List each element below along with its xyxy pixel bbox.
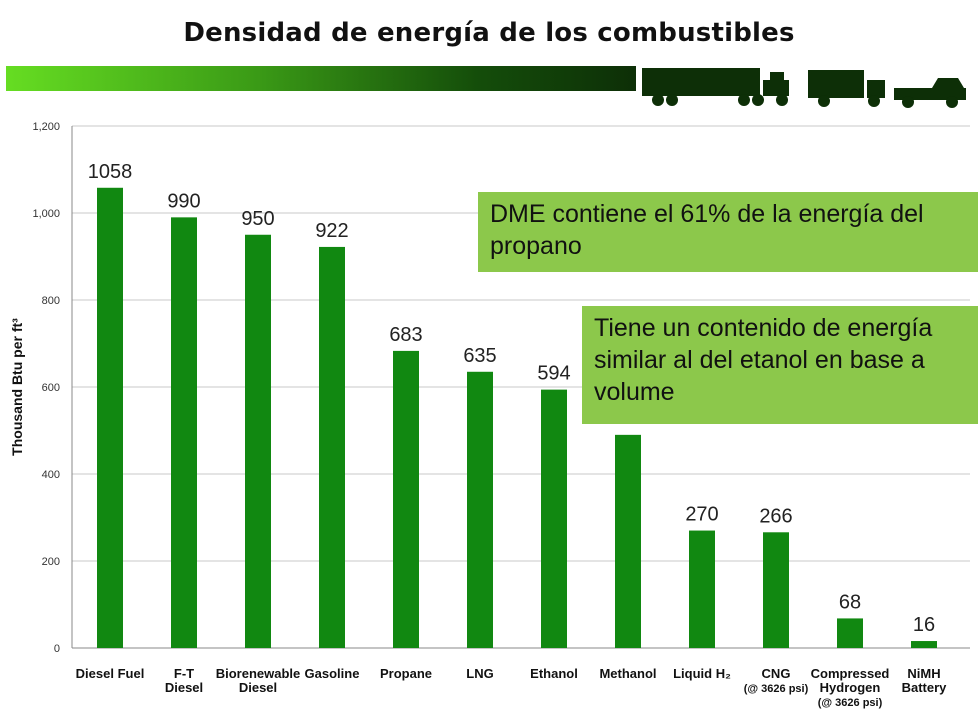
bar [911,641,937,648]
x-tick-label: Ethanol [530,666,578,681]
bar [763,532,789,648]
x-tick-label: Diesel Fuel [76,666,145,681]
y-tick-label: 1,200 [32,121,60,133]
data-label: 683 [389,324,422,346]
bar [393,350,419,648]
x-tick-label: NiMH [907,666,940,681]
header-gradient-bar [6,66,636,91]
ethanol-callout: Tiene un contenido de energía similar al… [582,306,978,424]
x-tick-label: Gasoline [305,666,360,681]
data-label: 635 [463,345,496,367]
x-tick-label: CNG [762,666,791,681]
bar [541,389,567,648]
bar [467,371,493,648]
x-tick-label: Compressed [811,666,890,681]
x-tick-label: Diesel [165,680,203,695]
y-axis-label: Thousand Btu per ft³ [9,318,25,456]
pickup-truck-icon [894,78,966,108]
x-tick-label: Methanol [599,666,656,681]
data-label: 1058 [88,161,133,183]
tractor-trailer-icon [642,68,789,106]
x-tick-label: Propane [380,666,432,681]
data-label: 266 [759,505,792,527]
bar [615,434,641,648]
x-tick-label: LNG [466,666,493,681]
truck-icons [642,68,966,108]
x-tick-label: F-T [174,666,194,681]
bar [319,246,345,648]
data-label: 950 [241,208,274,230]
data-label: 270 [685,504,718,526]
bar [837,618,863,648]
y-tick-label: 0 [54,643,60,655]
bar [245,234,271,648]
bar [97,187,123,648]
bar-chart: 0 200 400 600 800 1,000 1,200 1058 Diesel Fuel 99… [9,121,970,709]
y-tick-label: 1,000 [32,208,60,220]
bar [171,217,197,648]
y-tick-label: 800 [42,295,60,307]
y-tick-label: 400 [42,469,60,481]
data-label: 594 [537,363,570,385]
x-tick-label: Liquid H₂ [673,666,731,681]
x-tick-label: Biorenewable [216,666,301,681]
chart-title: Densidad de energía de los combustibles [183,18,795,48]
x-tick-label: Hydrogen [820,680,881,695]
bar [689,530,715,648]
dme-callout: DME contiene el 61% de la energía del pr… [478,192,978,272]
y-tick-label: 200 [42,556,60,568]
data-label: 16 [913,614,935,636]
data-label: 922 [315,220,348,242]
y-tick-label: 600 [42,382,60,394]
x-tick-sublabel: (@ 3626 psi) [744,683,809,695]
x-tick-label: Battery [902,680,948,695]
x-tick-label: Diesel [239,680,277,695]
box-truck-icon [808,70,885,107]
x-tick-sublabel: (@ 3626 psi) [818,697,883,709]
data-label: 990 [167,190,200,212]
data-label: 68 [839,591,861,613]
